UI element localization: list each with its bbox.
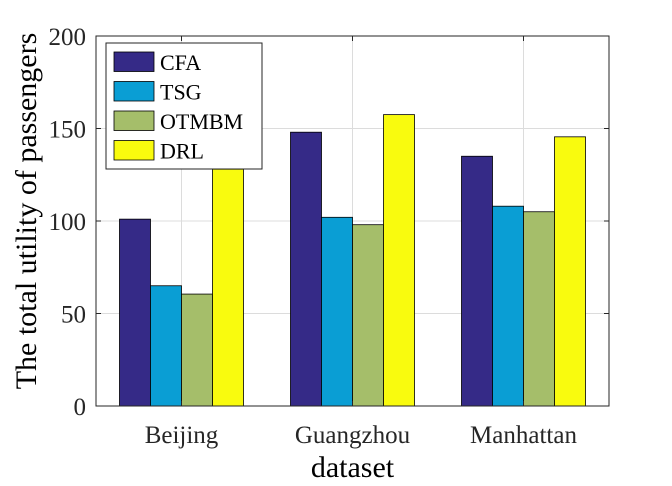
legend-label-drl: DRL bbox=[160, 138, 204, 163]
legend-label-otmbm: OTMBM bbox=[160, 109, 243, 134]
legend-swatch-drl bbox=[113, 140, 155, 161]
ticks bbox=[96, 35, 609, 407]
x-tick-label: Beijing bbox=[145, 422, 219, 449]
legend-label-cfa: CFA bbox=[160, 50, 201, 75]
y-tick-label: 0 bbox=[74, 394, 87, 421]
y-tick-label: 50 bbox=[61, 302, 86, 329]
bar-tsg-manhattan bbox=[492, 205, 524, 407]
legend: CFA TSG OTMBM DRL bbox=[105, 42, 263, 170]
bar-cfa-guangzhou bbox=[290, 131, 322, 407]
tick-labels: 0 50 100 150 200 Beijing Guangzhou Manhattan bbox=[49, 24, 578, 449]
x-axis-label: dataset bbox=[311, 451, 395, 484]
bar-drl-manhattan bbox=[554, 136, 586, 407]
bar-tsg-beijing bbox=[150, 285, 182, 407]
y-tick-label: 150 bbox=[49, 117, 87, 144]
bar-drl-beijing bbox=[212, 168, 244, 407]
bars bbox=[119, 114, 586, 407]
y-tick-label: 200 bbox=[49, 24, 87, 51]
bar-cfa-manhattan bbox=[461, 155, 493, 407]
legend-label-tsg: TSG bbox=[160, 79, 202, 104]
legend-swatch-otmbm bbox=[113, 110, 155, 131]
y-axis-label: The total utility of passengers bbox=[10, 33, 43, 390]
bar-otmbm-beijing bbox=[181, 293, 213, 407]
x-tick-label: Manhattan bbox=[470, 422, 577, 449]
y-tick-label: 100 bbox=[49, 209, 87, 236]
bar-cfa-beijing bbox=[119, 218, 151, 407]
bar-tsg-guangzhou bbox=[321, 216, 353, 407]
bar-otmbm-guangzhou bbox=[352, 224, 384, 407]
legend-swatch-cfa bbox=[113, 51, 155, 72]
bar-drl-guangzhou bbox=[383, 114, 415, 407]
x-tick-label: Guangzhou bbox=[295, 422, 411, 449]
legend-swatch-tsg bbox=[113, 81, 155, 102]
bar-otmbm-manhattan bbox=[523, 211, 555, 407]
